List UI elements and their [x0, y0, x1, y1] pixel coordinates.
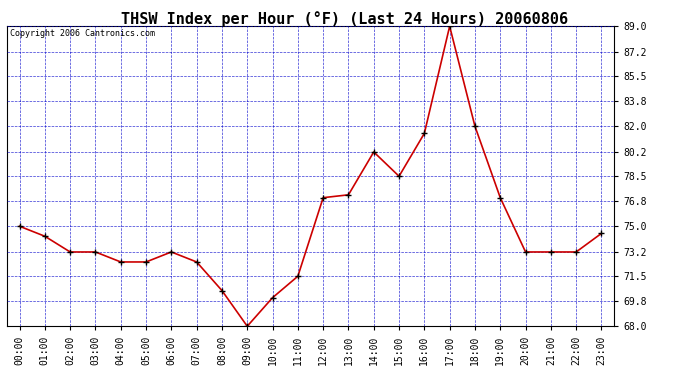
- Text: THSW Index per Hour (°F) (Last 24 Hours) 20060806: THSW Index per Hour (°F) (Last 24 Hours)…: [121, 11, 569, 27]
- Text: Copyright 2006 Cantronics.com: Copyright 2006 Cantronics.com: [10, 29, 155, 38]
